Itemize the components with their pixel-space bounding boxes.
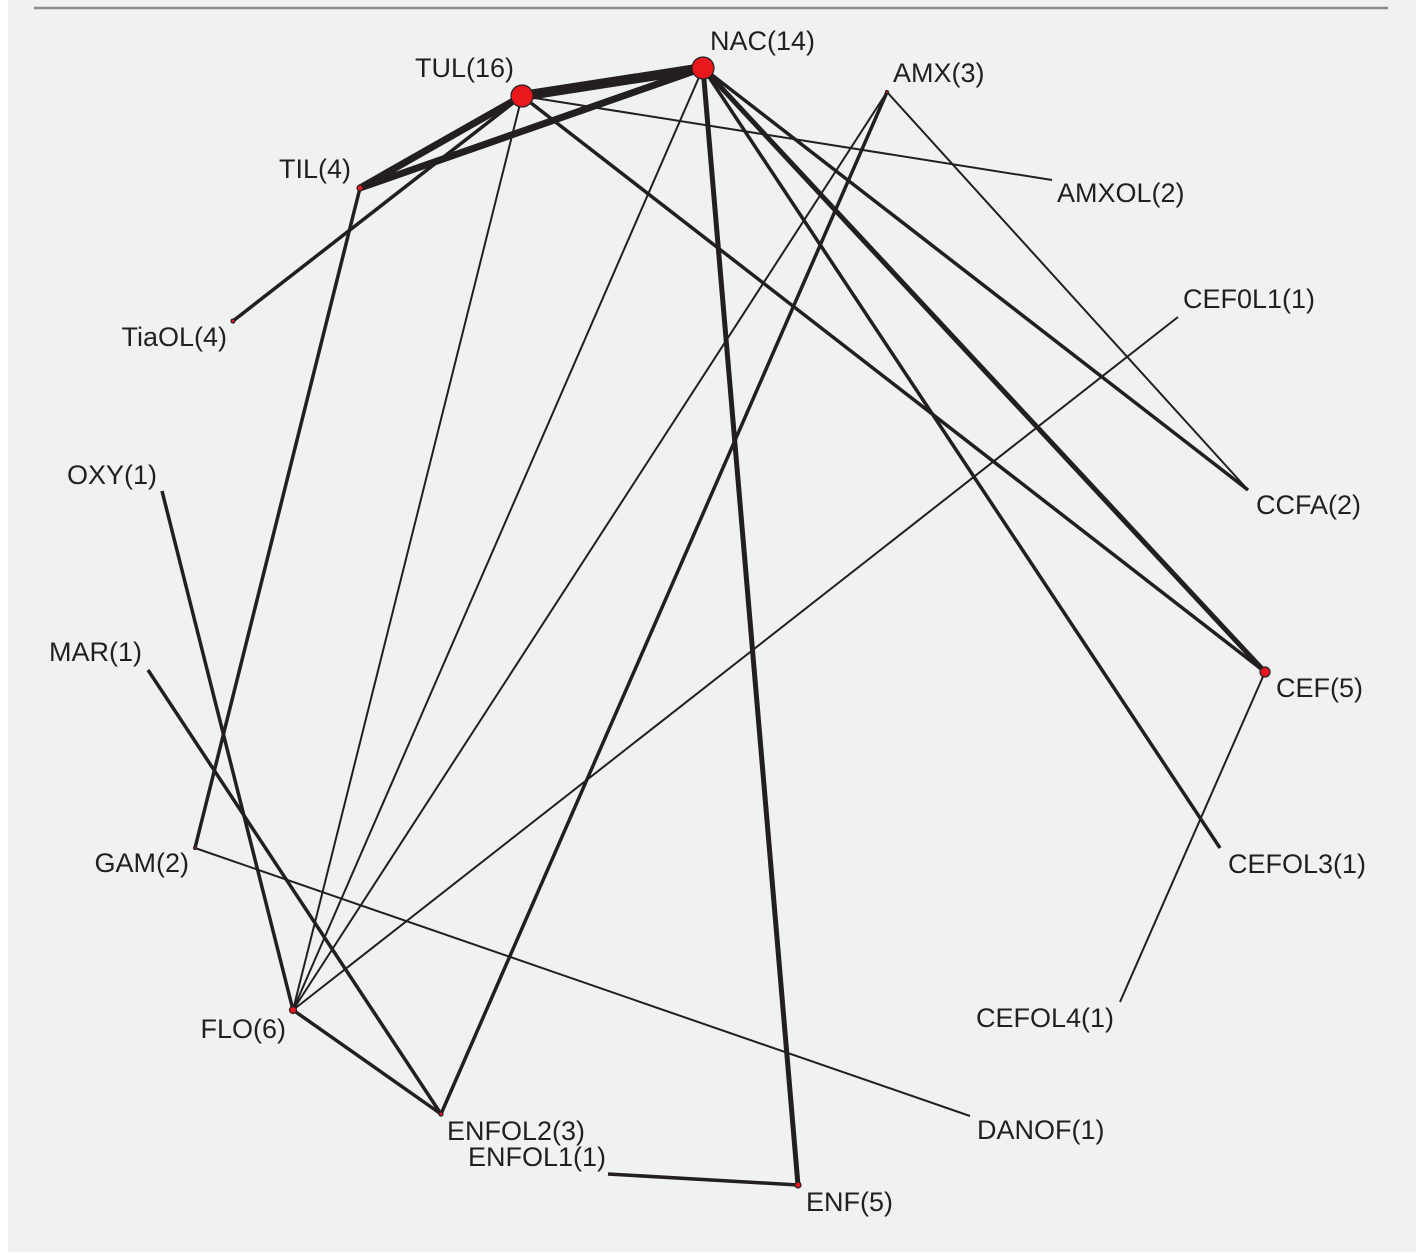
- edge-flo-enfol2: [291, 1008, 443, 1116]
- node-label-cef: CEF(5): [1276, 673, 1363, 703]
- edge-tul-nac: [521, 63, 704, 101]
- edge-oxy-flo: [160, 490, 295, 1011]
- node-cef: [1259, 666, 1271, 678]
- edge-amx-flo: [292, 91, 888, 1011]
- node-label-enfol1: ENFOL1(1): [468, 1142, 606, 1172]
- edge-til-tul: [358, 92, 524, 192]
- node-enfol2: [438, 1111, 444, 1117]
- node-label-gam: GAM(2): [95, 848, 190, 878]
- node-label-cefol3: CEFOL3(1): [1228, 849, 1366, 879]
- edge-tul-tiaol: [231, 94, 524, 323]
- edge-til-gam: [193, 187, 362, 849]
- node-label-flo: FLO(6): [200, 1014, 286, 1044]
- node-label-tul: TUL(16): [415, 53, 514, 83]
- node-label-oxy: OXY(1): [67, 460, 157, 490]
- edge-nac-cef: [701, 66, 1267, 674]
- node-nac: [691, 56, 715, 80]
- edge-nac-ccfa: [701, 66, 1250, 492]
- edge-tul-amxol: [521, 95, 1053, 181]
- edges-layer: [146, 63, 1267, 1187]
- labels-layer: NAC(14) TUL(16) AMX(3) TIL(4) AMXOL(2) CEF0L1…: [49, 26, 1366, 1217]
- edge-amx-enfol2: [439, 91, 889, 1115]
- node-label-enf: ENF(5): [806, 1187, 893, 1217]
- edge-nac-cefol3: [701, 67, 1222, 849]
- edge-cef0l1-flo: [292, 316, 1179, 1011]
- node-label-ccfa: CCFA(2): [1256, 490, 1361, 520]
- nodes-layer: [192, 56, 1271, 1189]
- node-label-mar: MAR(1): [49, 637, 142, 667]
- edge-tul-cef: [520, 94, 1267, 674]
- edge-gam-danof: [194, 847, 971, 1117]
- edge-mar-enfol2: [146, 669, 443, 1115]
- node-gam: [192, 845, 198, 851]
- node-label-til: TIL(4): [279, 154, 351, 184]
- node-label-cefol4: CEFOL4(1): [976, 1003, 1114, 1033]
- diagram-panel: [8, 0, 1416, 1252]
- edge-nac-enf: [700, 67, 801, 1186]
- node-label-enfol2: ENFOL2(3): [447, 1116, 585, 1146]
- edge-cef-cefol4: [1119, 671, 1266, 1003]
- edge-nac-flo: [292, 67, 704, 1011]
- node-tul: [510, 84, 534, 108]
- node-amx: [884, 89, 890, 95]
- node-label-amxol: AMXOL(2): [1057, 178, 1185, 208]
- edge-til-nac: [358, 64, 705, 192]
- edge-tul-flo: [292, 95, 523, 1011]
- node-label-cef0l1: CEF0L1(1): [1183, 284, 1315, 314]
- node-flo: [288, 1005, 298, 1015]
- node-til: [356, 184, 364, 192]
- node-tiaol: [230, 318, 236, 324]
- node-enf: [794, 1181, 802, 1189]
- node-label-tiaol: TiaOL(4): [121, 322, 227, 352]
- edge-amx-ccfa: [886, 91, 1249, 491]
- node-label-danof: DANOF(1): [977, 1115, 1105, 1145]
- node-label-nac: NAC(14): [710, 26, 815, 56]
- edge-enfol1-enf: [607, 1172, 799, 1187]
- node-label-amx: AMX(3): [893, 58, 985, 88]
